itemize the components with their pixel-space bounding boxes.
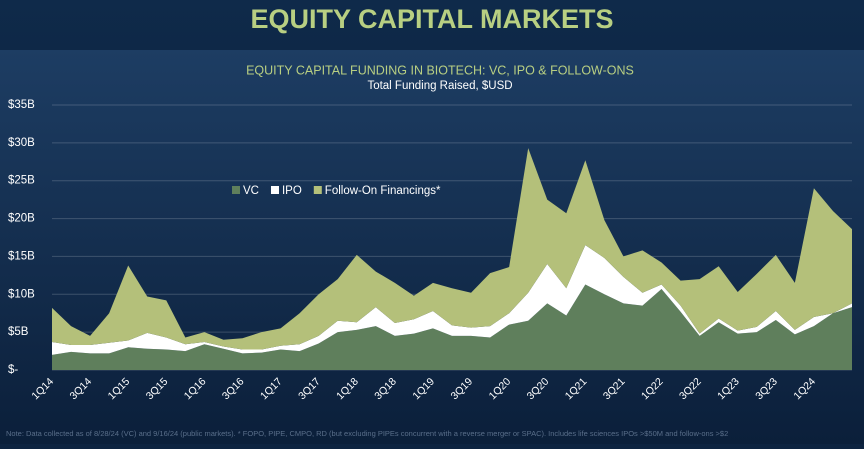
area <box>52 148 852 350</box>
legend-swatch <box>270 186 279 194</box>
area <box>52 245 852 355</box>
chart-title: EQUITY CAPITAL FUNDING IN BIOTECH: VC, I… <box>246 63 634 77</box>
y-tick-label: $20B <box>8 213 35 225</box>
y-tick-label: $30B <box>8 137 35 149</box>
chart-subtitle: Total Funding Raised, $USD <box>367 80 512 92</box>
legend-swatch <box>232 186 240 194</box>
legend-label: IPO <box>282 185 302 197</box>
area <box>52 284 852 370</box>
page-title: EQUITY CAPITAL MARKETS <box>250 4 613 34</box>
y-tick-label: $10B <box>8 288 35 300</box>
y-tick-label: $25B <box>8 175 35 187</box>
legend-label: VC <box>243 185 259 197</box>
legend-swatch <box>313 186 322 194</box>
y-tick-label: $- <box>8 364 18 376</box>
panel <box>0 50 864 444</box>
footnote: Note: Data collected as of 8/28/24 (VC) … <box>6 429 728 438</box>
y-tick-label: $35B <box>8 99 35 111</box>
y-tick-label: $5B <box>8 326 29 338</box>
legend-label: Follow-On Financings* <box>325 185 441 197</box>
y-tick-label: $15B <box>8 250 35 262</box>
